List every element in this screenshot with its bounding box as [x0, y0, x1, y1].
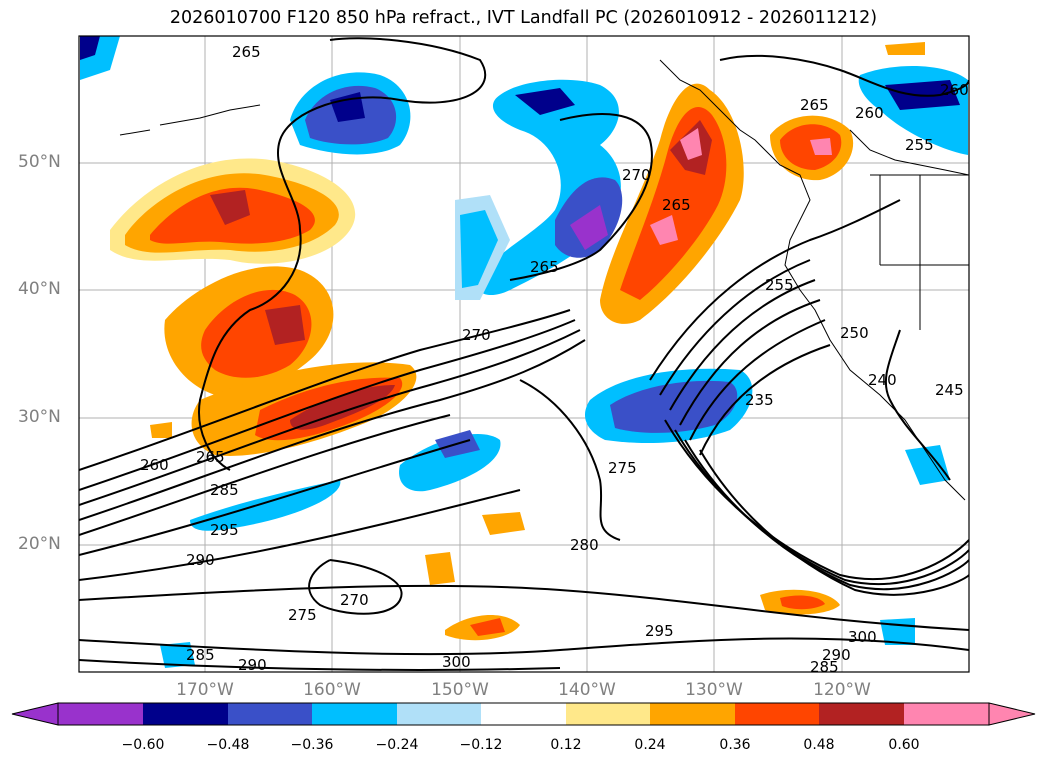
lon-label: 130°W: [685, 680, 743, 700]
lat-label: 20°N: [18, 534, 61, 554]
contour-label: 275: [608, 459, 637, 477]
lon-label: 150°W: [431, 680, 489, 700]
contour-label: 265: [232, 43, 261, 61]
contour-label: 240: [868, 371, 897, 389]
lat-label: 30°N: [18, 407, 61, 427]
ivt-contours: [79, 37, 969, 671]
contour-labels: 265 265 260 255 260 270 265 265 270 255 …: [140, 43, 969, 676]
map-frame: [78, 35, 970, 673]
contour-label: 290: [822, 646, 851, 664]
negative-anomaly-fill: [80, 36, 968, 668]
contour-label: 300: [442, 653, 471, 671]
contour-label: 270: [462, 326, 491, 344]
contour-label: 285: [810, 658, 839, 676]
contour-label: 265: [800, 96, 829, 114]
contour-label: 260: [940, 81, 969, 99]
contour-label: 270: [340, 591, 369, 609]
contour-label: 290: [186, 551, 215, 569]
contour-label: 265: [662, 196, 691, 214]
colorbar-tick-label: −0.24: [375, 737, 419, 753]
colorbar-tick-label: −0.48: [206, 737, 250, 753]
lon-label: 170°W: [176, 680, 234, 700]
colorbar-tick-label: 0.36: [719, 737, 751, 753]
map-plot-area: 265 265 260 255 260 270 265 265 270 255 …: [79, 36, 969, 676]
contour-label: 260: [140, 456, 169, 474]
contour-label: 300: [848, 628, 877, 646]
lat-label: 40°N: [18, 279, 61, 299]
lon-label: 140°W: [558, 680, 616, 700]
colorbar-tick-label: −0.36: [290, 737, 334, 753]
colorbar-tick-label: 0.24: [634, 737, 666, 753]
colorbar: [11, 702, 1036, 726]
contour-label: 245: [935, 381, 964, 399]
contour-label: 250: [840, 324, 869, 342]
lat-label: 50°N: [18, 152, 61, 172]
colorbar-tick-label: 0.12: [550, 737, 582, 753]
contour-label: 290: [238, 656, 267, 674]
contour-label: 255: [905, 136, 934, 154]
map-title: 2026010700 F120 850 hPa refract., IVT La…: [169, 8, 878, 28]
contour-label: 275: [288, 606, 317, 624]
contour-label: 285: [186, 646, 215, 664]
contour-label: 295: [210, 521, 239, 539]
contour-label: 260: [855, 104, 884, 122]
contour-label: 265: [530, 258, 559, 276]
colorbar-tick-label: −0.60: [121, 737, 165, 753]
contour-label: 280: [570, 536, 599, 554]
lon-label: 160°W: [303, 680, 361, 700]
contour-label: 270: [622, 166, 651, 184]
positive-anomaly-fill: [110, 42, 925, 641]
colorbar-tick-label: −0.12: [459, 737, 503, 753]
contour-label: 235: [745, 391, 774, 409]
lon-label: 120°W: [813, 680, 871, 700]
contour-label: 295: [645, 622, 674, 640]
colorbar-tick-label: 0.60: [888, 737, 920, 753]
contour-label: 265: [196, 448, 225, 466]
colorbar-tick-label: 0.48: [803, 737, 835, 753]
contour-label: 255: [765, 276, 794, 294]
contour-label: 285: [210, 481, 239, 499]
